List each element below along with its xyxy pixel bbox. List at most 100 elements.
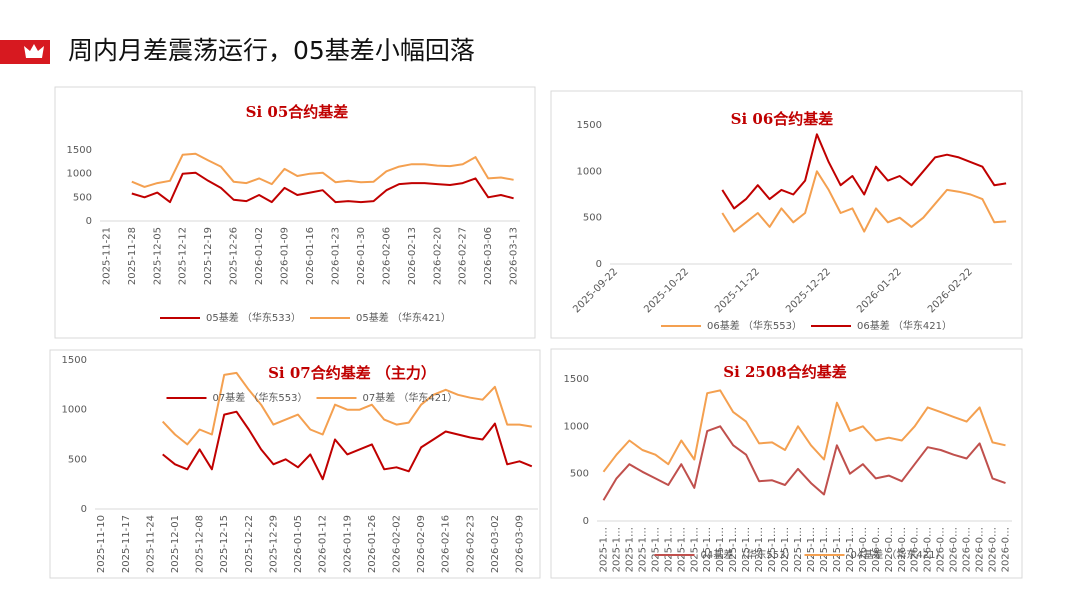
y-tick-label: 1000 (564, 421, 589, 432)
x-tick-label: 2026-02-22 (926, 266, 975, 315)
x-tick-label: 2025-1… (676, 527, 687, 572)
x-tick-label: 2026-01-22 (855, 266, 904, 315)
chart-title: Si 05合约基差 (246, 103, 349, 121)
series-line (131, 171, 514, 204)
x-tick-label: 2025-1… (715, 527, 726, 572)
x-tick-label: 2025-1… (767, 527, 778, 572)
series-line (162, 410, 533, 481)
x-tick-label: 2025-1… (650, 527, 661, 572)
x-tick-label: 2025-1… (598, 527, 609, 572)
x-tick-label: 2025-11-28 (127, 227, 138, 285)
x-tick-label: 2026-01-23 (330, 227, 341, 285)
x-tick-label: 2025-11-24 (145, 515, 156, 573)
chart: 0 500 1000 1500 2025-09-22 2025-10-22 2025-11-… (550, 90, 1023, 339)
x-tick-label: 2025-1… (624, 527, 635, 572)
y-tick-label: 500 (583, 213, 602, 224)
series-line (721, 170, 1007, 233)
y-tick-label: 500 (68, 454, 87, 465)
x-tick-label: 2025-10-22 (642, 266, 691, 315)
y-tick-label: 1000 (67, 169, 92, 180)
x-tick-label: 2026-03-06 (483, 227, 494, 285)
y-tick-label: 1500 (577, 120, 602, 131)
x-tick-label: 2026-0… (949, 527, 960, 572)
x-tick-label: 2026-0… (975, 527, 986, 572)
x-tick-label: 2025-1… (741, 527, 752, 572)
x-tick-label: 2025-12-08 (195, 515, 206, 573)
x-tick-label: 2026-02-16 (441, 515, 452, 573)
series-line (602, 389, 1006, 473)
x-tick-label: 2025-11-10 (96, 515, 107, 573)
x-tick-label: 2026-0… (962, 527, 973, 572)
x-tick-label: 2025-1… (780, 527, 791, 572)
legend-text: 05基差 （华东533） (206, 311, 301, 324)
y-tick-label: 1500 (67, 145, 92, 156)
x-tick-label: 2025-1… (637, 527, 648, 572)
x-tick-label: 2025-12-12 (178, 227, 189, 285)
x-tick-label: 2026-03-02 (490, 515, 501, 573)
x-tick-label: 2025-1… (702, 527, 713, 572)
x-tick-label: 2026-0… (897, 527, 908, 572)
series-line (131, 152, 514, 188)
x-tick-label: 2025-1… (689, 527, 700, 572)
chart: 0 500 1000 1500 2025-11-10 2025-11-17 2025-11-… (49, 349, 541, 579)
x-tick-label: 2025-1… (793, 527, 804, 572)
x-tick-label: 2025-1… (832, 527, 843, 572)
x-tick-label: 2025-12-19 (203, 227, 214, 285)
x-tick-label: 2026-01-12 (318, 515, 329, 573)
y-tick-label: 1500 (564, 374, 589, 385)
x-tick-label: 2026-0… (871, 527, 882, 572)
x-tick-label: 2025-12-22 (784, 266, 833, 315)
x-tick-label: 2026-02-02 (391, 515, 402, 573)
chart-frame (550, 348, 1023, 579)
x-tick-label: 2025-1… (663, 527, 674, 572)
chart-frame (550, 90, 1023, 339)
x-tick-label: 2025-12-01 (170, 515, 181, 573)
y-tick-label: 500 (570, 469, 589, 480)
series-line (721, 133, 1007, 210)
legend-text: 04基差 （华东421） (851, 548, 946, 561)
x-tick-label: 2026-0… (858, 527, 869, 572)
chart-title: Si 2508合约基差 (723, 363, 847, 381)
x-tick-label: 2026-03-09 (515, 515, 526, 573)
x-tick-label: 2025-09-22 (571, 266, 620, 315)
page-title: 周内月差震荡运行，05基差小幅回落 (68, 36, 475, 65)
x-tick-label: 2025-1… (806, 527, 817, 572)
chart-title: Si 07合约基差 （主力） (268, 364, 436, 382)
x-tick-label: 2026-0… (884, 527, 895, 572)
x-tick-label: 2026-02-27 (458, 227, 469, 285)
x-tick-label: 2026-0… (1001, 527, 1012, 572)
y-tick-label: 0 (81, 504, 87, 515)
chart-frame (49, 349, 541, 579)
x-tick-label: 2026-03-13 (509, 227, 520, 285)
x-tick-label: 2026-0… (923, 527, 934, 572)
x-tick-label: 2026-0… (988, 527, 999, 572)
x-tick-label: 2025-11-21 (101, 227, 112, 285)
x-tick-label: 2025-11-17 (121, 515, 132, 573)
legend-text: 06基差 （华东553） (707, 319, 802, 332)
x-tick-label: 2026-01-05 (293, 515, 304, 573)
series-line (602, 425, 1006, 501)
x-tick-label: 2026-01-30 (356, 227, 367, 285)
x-tick-label: 2025-1… (754, 527, 765, 572)
x-tick-label: 2026-02-23 (465, 515, 476, 573)
x-tick-label: 2026-02-09 (416, 515, 427, 573)
y-tick-label: 0 (86, 216, 92, 227)
y-tick-label: 500 (73, 192, 92, 203)
x-tick-label: 2025-1… (611, 527, 622, 572)
y-tick-label: 1500 (62, 355, 87, 366)
x-tick-label: 2025-11-22 (713, 266, 762, 315)
series-line (161, 371, 532, 446)
chart: 0 500 1000 1500 2025-11-21 2025-11-28 2025-12-… (54, 86, 536, 339)
x-tick-label: 2026-0… (910, 527, 921, 572)
x-tick-label: 2026-02-06 (381, 227, 392, 285)
chart-title: Si 06合约基差 (731, 110, 834, 128)
x-tick-label: 2025-12-22 (244, 515, 255, 573)
y-tick-label: 1000 (62, 405, 87, 416)
legend-text: 07基差 （华东553） (213, 391, 308, 404)
y-tick-label: 0 (583, 516, 589, 527)
x-tick-label: 2026-01-02 (254, 227, 265, 285)
x-tick-label: 2025-12-29 (268, 515, 279, 573)
x-tick-label: 2025-1… (845, 527, 856, 572)
x-tick-label: 2026-0… (936, 527, 947, 572)
